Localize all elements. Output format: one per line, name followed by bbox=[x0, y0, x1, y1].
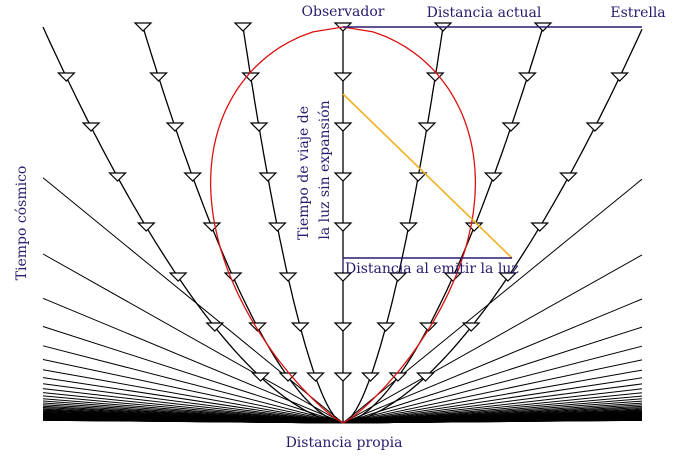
down-triangle-icon bbox=[517, 72, 537, 82]
down-triangle-icon bbox=[388, 272, 408, 282]
worldline bbox=[42, 359, 344, 424]
down-triangle-icon bbox=[241, 72, 261, 82]
down-triangle-icon bbox=[278, 372, 298, 382]
worldline bbox=[42, 383, 344, 424]
down-triangle-icon bbox=[610, 72, 630, 82]
down-triangle-icon bbox=[333, 72, 353, 82]
down-triangle-icon bbox=[108, 172, 127, 182]
down-triangle-icon bbox=[183, 172, 203, 182]
worldline bbox=[342, 26, 544, 424]
star-label: Estrella bbox=[610, 5, 665, 21]
down-triangle-icon bbox=[205, 322, 225, 332]
down-triangle-icon bbox=[585, 122, 605, 132]
worldline bbox=[42, 326, 344, 424]
worldline bbox=[342, 388, 643, 424]
down-triangle-icon bbox=[56, 72, 76, 82]
down-triangle-icon bbox=[419, 322, 438, 332]
down-triangle-icon bbox=[408, 172, 428, 182]
worldline bbox=[342, 26, 444, 424]
galaxy-worldlines bbox=[42, 26, 643, 424]
emission-distance-label: Distancia al emitir la luz bbox=[345, 261, 519, 277]
down-triangle-icon bbox=[233, 22, 253, 32]
down-triangle-icon bbox=[333, 172, 353, 182]
proper-distance-label: Distancia propia bbox=[286, 435, 403, 451]
down-triangle-icon bbox=[501, 122, 521, 132]
worldline bbox=[42, 388, 344, 424]
down-triangle-icon bbox=[133, 22, 153, 32]
worldline bbox=[342, 178, 643, 424]
down-triangle-icon bbox=[248, 322, 267, 332]
down-triangle-icon bbox=[388, 372, 408, 382]
cosmic-time-label: Tiempo cósmico bbox=[14, 166, 30, 281]
observer-label: Observador bbox=[302, 4, 385, 20]
down-triangle-icon bbox=[361, 372, 380, 382]
down-triangle-icon bbox=[249, 122, 269, 132]
travel-time-label-line2: la luz sin expansión bbox=[317, 100, 333, 239]
down-triangle-icon bbox=[278, 272, 298, 282]
worldline bbox=[342, 298, 643, 424]
down-triangle-icon bbox=[81, 122, 101, 132]
worldline bbox=[42, 345, 344, 424]
down-triangle-icon bbox=[165, 122, 185, 132]
light-travel-path bbox=[342, 93, 513, 259]
down-triangle-icon bbox=[417, 122, 437, 132]
down-triangle-icon bbox=[168, 272, 188, 282]
worldline bbox=[42, 253, 344, 424]
worldline bbox=[142, 26, 344, 424]
worldline bbox=[42, 297, 344, 424]
worldline bbox=[342, 345, 643, 424]
past-light-cone bbox=[209, 26, 477, 424]
down-triangle-icon bbox=[333, 372, 353, 382]
worldline bbox=[42, 369, 344, 424]
down-triangle-icon bbox=[461, 322, 481, 332]
down-triangle-icon bbox=[399, 222, 419, 232]
down-triangle-icon bbox=[483, 172, 503, 182]
worldline bbox=[342, 383, 643, 424]
travel-time-label-line1: Tiempo de viaje de bbox=[296, 106, 312, 240]
down-triangle-icon bbox=[333, 122, 353, 132]
worldline bbox=[42, 419, 344, 424]
down-triangle-icon bbox=[415, 372, 435, 382]
worldline bbox=[342, 377, 643, 424]
down-triangle-icon bbox=[333, 272, 353, 282]
down-triangle-icon bbox=[425, 72, 445, 82]
down-triangle-icon bbox=[559, 172, 578, 182]
down-triangle-icon bbox=[530, 222, 550, 232]
worldline bbox=[342, 359, 643, 424]
down-triangle-icon bbox=[136, 222, 156, 232]
worldline bbox=[342, 392, 643, 424]
worldline bbox=[42, 392, 344, 424]
down-triangle-icon bbox=[333, 322, 353, 332]
worldline bbox=[342, 369, 643, 424]
worldline bbox=[42, 177, 344, 424]
down-triangle-icon bbox=[290, 322, 310, 332]
down-triangle-icon bbox=[251, 372, 271, 382]
worldline bbox=[342, 28, 643, 424]
down-triangle-icon bbox=[306, 372, 325, 382]
down-triangle-icon bbox=[202, 222, 222, 232]
down-triangle-icon bbox=[376, 322, 396, 332]
down-triangle-icon bbox=[498, 272, 518, 282]
current-distance-label: Distancia actual bbox=[427, 5, 542, 21]
down-triangle-icon bbox=[258, 172, 278, 182]
worldline-markers bbox=[56, 22, 630, 382]
down-triangle-icon bbox=[333, 222, 353, 232]
worldline bbox=[42, 377, 344, 424]
worldline bbox=[42, 26, 344, 424]
down-triangle-icon bbox=[267, 222, 287, 232]
down-triangle-icon bbox=[223, 272, 243, 282]
worldline bbox=[342, 254, 643, 424]
worldline bbox=[342, 419, 643, 424]
down-triangle-icon bbox=[149, 72, 169, 82]
worldline bbox=[342, 326, 643, 424]
